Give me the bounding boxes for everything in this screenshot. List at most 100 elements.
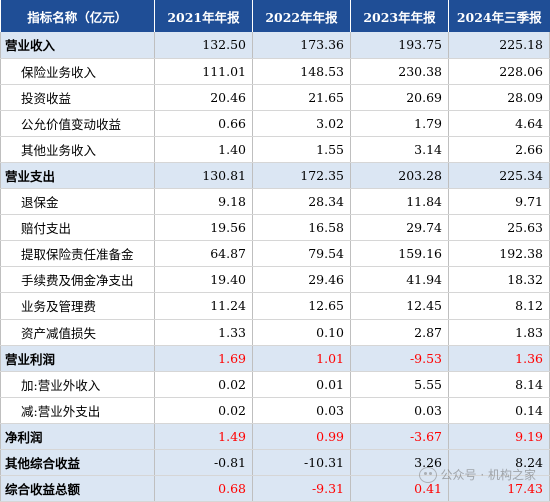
value-cell: 0.02 <box>154 371 253 398</box>
value-cell: 1.01 <box>252 345 351 372</box>
row-label: 业务及管理费 <box>0 292 155 320</box>
value-cell: 29.46 <box>252 266 351 294</box>
value-cell: 19.40 <box>154 266 253 294</box>
value-cell: 0.14 <box>448 397 550 424</box>
row-label: 营业利润 <box>0 345 155 372</box>
value-cell: 0.10 <box>252 319 351 346</box>
value-cell: 25.63 <box>448 214 550 242</box>
value-cell: 9.19 <box>448 423 550 451</box>
value-cell: 12.65 <box>252 292 351 320</box>
value-cell: 0.02 <box>154 397 253 424</box>
table-row: 业务及管理费 11.24 12.65 12.45 8.12 <box>0 292 550 320</box>
table-row: 退保金 9.18 28.34 11.84 9.71 <box>0 188 550 216</box>
table-row: 净利润 1.49 0.99 -3.67 9.19 <box>0 423 550 451</box>
value-cell: 132.50 <box>154 32 253 59</box>
header-row: 指标名称（亿元） 2021年年报 2022年年报 2023年年报 2024年三季… <box>0 0 550 32</box>
value-cell: 5.55 <box>350 371 449 398</box>
value-cell: -3.67 <box>350 423 449 451</box>
value-cell: 28.09 <box>448 84 550 111</box>
value-cell: 2.87 <box>350 319 449 346</box>
value-cell: 2.66 <box>448 136 550 163</box>
row-label: 退保金 <box>0 188 155 216</box>
value-cell: 173.36 <box>252 32 351 59</box>
row-label: 资产减值损失 <box>0 319 155 346</box>
value-cell: 1.55 <box>252 136 351 163</box>
value-cell: 1.33 <box>154 319 253 346</box>
table-row: 减:营业外支出 0.02 0.03 0.03 0.14 <box>0 397 550 424</box>
table-row: 赔付支出 19.56 16.58 29.74 25.63 <box>0 214 550 242</box>
table-row: 保险业务收入 111.01 148.53 230.38 228.06 <box>0 58 550 85</box>
value-cell: 228.06 <box>448 58 550 85</box>
row-label: 投资收益 <box>0 84 155 111</box>
value-cell: -9.53 <box>350 345 449 372</box>
table-row: 手续费及佣金净支出 19.40 29.46 41.94 18.32 <box>0 266 550 294</box>
value-cell: 3.26 <box>350 449 449 477</box>
value-cell: 4.64 <box>448 110 550 137</box>
value-cell: 9.71 <box>448 188 550 216</box>
table-row: 营业利润 1.69 1.01 -9.53 1.36 <box>0 345 550 372</box>
table-row: 投资收益 20.46 21.65 20.69 28.09 <box>0 84 550 111</box>
value-cell: 0.01 <box>252 371 351 398</box>
value-cell: 148.53 <box>252 58 351 85</box>
row-label: 赔付支出 <box>0 214 155 242</box>
value-cell: 8.12 <box>448 292 550 320</box>
value-cell: 159.16 <box>350 240 449 268</box>
row-label: 减:营业外支出 <box>0 397 155 424</box>
value-cell: 1.69 <box>154 345 253 372</box>
value-cell: 0.99 <box>252 423 351 451</box>
value-cell: 20.69 <box>350 84 449 111</box>
row-label: 加:营业外收入 <box>0 371 155 398</box>
value-cell: 1.83 <box>448 319 550 346</box>
value-cell: 230.38 <box>350 58 449 85</box>
row-label: 保险业务收入 <box>0 58 155 85</box>
header-cell-2022: 2022年年报 <box>252 0 351 32</box>
value-cell: 225.34 <box>448 162 550 190</box>
value-cell: 0.66 <box>154 110 253 137</box>
value-cell: 79.54 <box>252 240 351 268</box>
table-row: 资产减值损失 1.33 0.10 2.87 1.83 <box>0 319 550 346</box>
value-cell: 1.49 <box>154 423 253 451</box>
header-cell-2021: 2021年年报 <box>154 0 253 32</box>
value-cell: 130.81 <box>154 162 253 190</box>
value-cell: 1.40 <box>154 136 253 163</box>
table-row: 公允价值变动收益 0.66 3.02 1.79 4.64 <box>0 110 550 137</box>
value-cell: 11.84 <box>350 188 449 216</box>
table-row: 加:营业外收入 0.02 0.01 5.55 8.14 <box>0 371 550 398</box>
table-row: 其他业务收入 1.40 1.55 3.14 2.66 <box>0 136 550 163</box>
value-cell: 21.65 <box>252 84 351 111</box>
table-body: 营业收入 132.50 173.36 193.75 225.18 保险业务收入 111.01… <box>0 32 550 502</box>
value-cell: 1.79 <box>350 110 449 137</box>
value-cell: 111.01 <box>154 58 253 85</box>
value-cell: 8.24 <box>448 449 550 477</box>
header-cell-indicator: 指标名称（亿元） <box>0 0 155 32</box>
value-cell: 3.02 <box>252 110 351 137</box>
value-cell: 11.24 <box>154 292 253 320</box>
value-cell: -0.81 <box>154 449 253 477</box>
header-cell-2024q3: 2024年三季报 <box>448 0 550 32</box>
value-cell: 19.56 <box>154 214 253 242</box>
row-label: 其他综合收益 <box>0 449 155 477</box>
header-cell-2023: 2023年年报 <box>350 0 449 32</box>
value-cell: 41.94 <box>350 266 449 294</box>
value-cell: 193.75 <box>350 32 449 59</box>
value-cell: 3.14 <box>350 136 449 163</box>
value-cell: 20.46 <box>154 84 253 111</box>
value-cell: 192.38 <box>448 240 550 268</box>
value-cell: 64.87 <box>154 240 253 268</box>
row-label: 营业支出 <box>0 162 155 190</box>
row-label: 公允价值变动收益 <box>0 110 155 137</box>
table-row: 其他综合收益 -0.81 -10.31 3.26 8.24 <box>0 449 550 477</box>
value-cell: 0.03 <box>252 397 351 424</box>
value-cell: 29.74 <box>350 214 449 242</box>
value-cell: 1.36 <box>448 345 550 372</box>
row-label: 净利润 <box>0 423 155 451</box>
value-cell: -10.31 <box>252 449 351 477</box>
row-label: 营业收入 <box>0 32 155 59</box>
value-cell: 172.35 <box>252 162 351 190</box>
row-label: 手续费及佣金净支出 <box>0 266 155 294</box>
row-label: 其他业务收入 <box>0 136 155 163</box>
value-cell: 18.32 <box>448 266 550 294</box>
value-cell: 12.45 <box>350 292 449 320</box>
value-cell: 28.34 <box>252 188 351 216</box>
